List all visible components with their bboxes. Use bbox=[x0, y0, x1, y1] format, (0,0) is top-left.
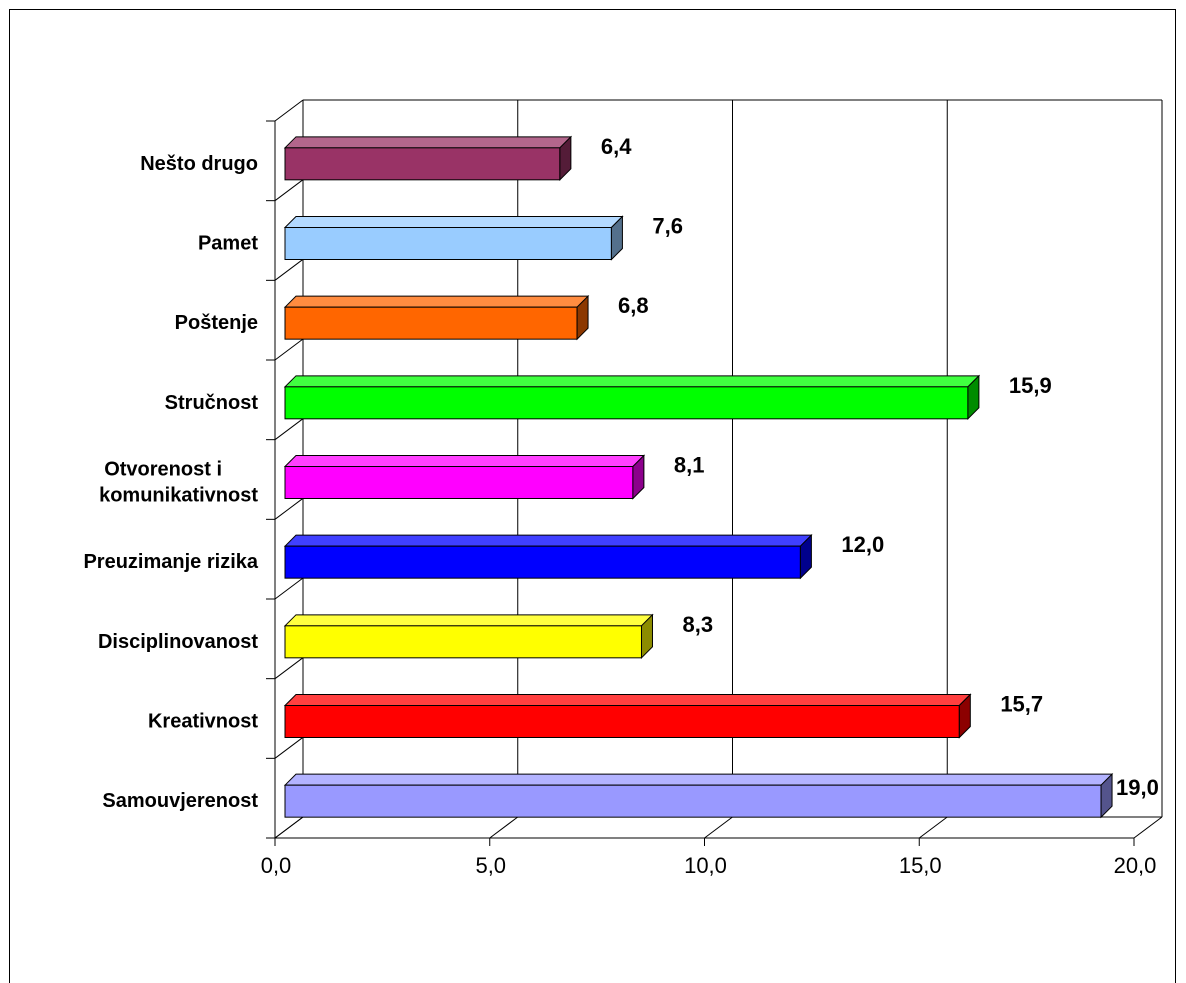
bar bbox=[284, 784, 1102, 818]
category-label: Pamet bbox=[198, 233, 258, 255]
floor-gridline bbox=[918, 816, 948, 839]
side-wall-gridline bbox=[274, 816, 304, 839]
side-wall-gridline bbox=[274, 497, 304, 520]
bar-top-face bbox=[283, 614, 654, 627]
bar-end-face bbox=[576, 294, 589, 341]
side-wall-gridline bbox=[274, 179, 304, 202]
side-wall-gridline bbox=[274, 418, 304, 441]
bar bbox=[284, 227, 612, 260]
category-label-line: Stručnost bbox=[165, 392, 259, 414]
x-tick-label: 5,0 bbox=[475, 853, 506, 878]
bar-end-face bbox=[967, 374, 980, 421]
data-label: 6,4 bbox=[601, 134, 632, 159]
data-label: 6,8 bbox=[618, 293, 649, 318]
category-label: Poštenje bbox=[175, 312, 258, 334]
category-label: Samouvjerenost bbox=[102, 790, 258, 812]
data-label: 12,0 bbox=[841, 532, 884, 557]
category-label: Disciplinovanost bbox=[98, 631, 258, 653]
category-label-line: Pamet bbox=[198, 233, 258, 255]
x-tick-label: 0,0 bbox=[261, 853, 292, 878]
floor-gridline bbox=[489, 816, 519, 839]
bar bbox=[284, 147, 561, 181]
bar-end-face bbox=[640, 613, 653, 660]
data-label: 8,3 bbox=[682, 612, 713, 637]
bar-top-face bbox=[283, 694, 972, 706]
bar-end-face bbox=[1100, 772, 1113, 819]
category-label-line: Nešto drugo bbox=[140, 153, 258, 175]
bar-top-face bbox=[283, 136, 573, 149]
bar bbox=[284, 386, 969, 420]
category-label-line: Preuzimanje rizika bbox=[83, 551, 258, 573]
category-label-line: Kreativnost bbox=[148, 711, 258, 733]
side-wall-gridline bbox=[274, 736, 304, 759]
floor-gridline bbox=[1133, 816, 1163, 839]
bar-end-face bbox=[632, 454, 645, 500]
category-label-line: Poštenje bbox=[175, 312, 258, 334]
x-tick-label: 10,0 bbox=[684, 853, 727, 878]
x-tick-label: 20,0 bbox=[1114, 853, 1157, 878]
bar-end-face bbox=[958, 693, 971, 739]
bar bbox=[284, 466, 634, 499]
bar bbox=[284, 545, 801, 579]
bar bbox=[284, 306, 578, 340]
bar bbox=[284, 705, 960, 738]
category-label-line: Samouvjerenost bbox=[102, 790, 258, 812]
side-wall-gridline bbox=[274, 338, 304, 361]
side-wall-gridline bbox=[274, 258, 304, 281]
bar-top-face bbox=[283, 455, 646, 467]
floor-gridline bbox=[704, 816, 733, 839]
category-label: Stručnost bbox=[165, 392, 259, 414]
category-label: Nešto drugo bbox=[140, 153, 258, 175]
data-label: 19,0 bbox=[1116, 775, 1159, 800]
bar-top-face bbox=[283, 773, 1114, 786]
data-label: 15,7 bbox=[1000, 692, 1043, 717]
side-wall-gridline bbox=[274, 577, 304, 600]
bar-top-face bbox=[283, 534, 813, 547]
bar-end-face bbox=[610, 215, 623, 261]
side-wall-gridline bbox=[274, 657, 304, 680]
bar bbox=[284, 625, 642, 659]
bar-end-face bbox=[559, 135, 572, 182]
bar-top-face bbox=[283, 295, 590, 308]
data-label: 8,1 bbox=[674, 453, 705, 478]
x-tick-label: 15,0 bbox=[899, 853, 942, 878]
category-label-line: Disciplinovanost bbox=[98, 631, 258, 653]
category-label: Preuzimanje rizika bbox=[83, 551, 258, 573]
category-label: Kreativnost bbox=[148, 711, 258, 733]
category-label: Otvorenost i komunikativnost bbox=[99, 459, 258, 507]
bar-top-face bbox=[283, 216, 624, 228]
category-label-line: Otvorenost i bbox=[104, 459, 222, 481]
data-label: 15,9 bbox=[1009, 373, 1052, 398]
category-label-line: komunikativnost bbox=[99, 485, 258, 507]
bar-end-face bbox=[799, 533, 812, 580]
side-wall-gridline bbox=[274, 99, 304, 122]
bar-top-face bbox=[283, 375, 981, 388]
data-label: 7,6 bbox=[652, 214, 683, 239]
